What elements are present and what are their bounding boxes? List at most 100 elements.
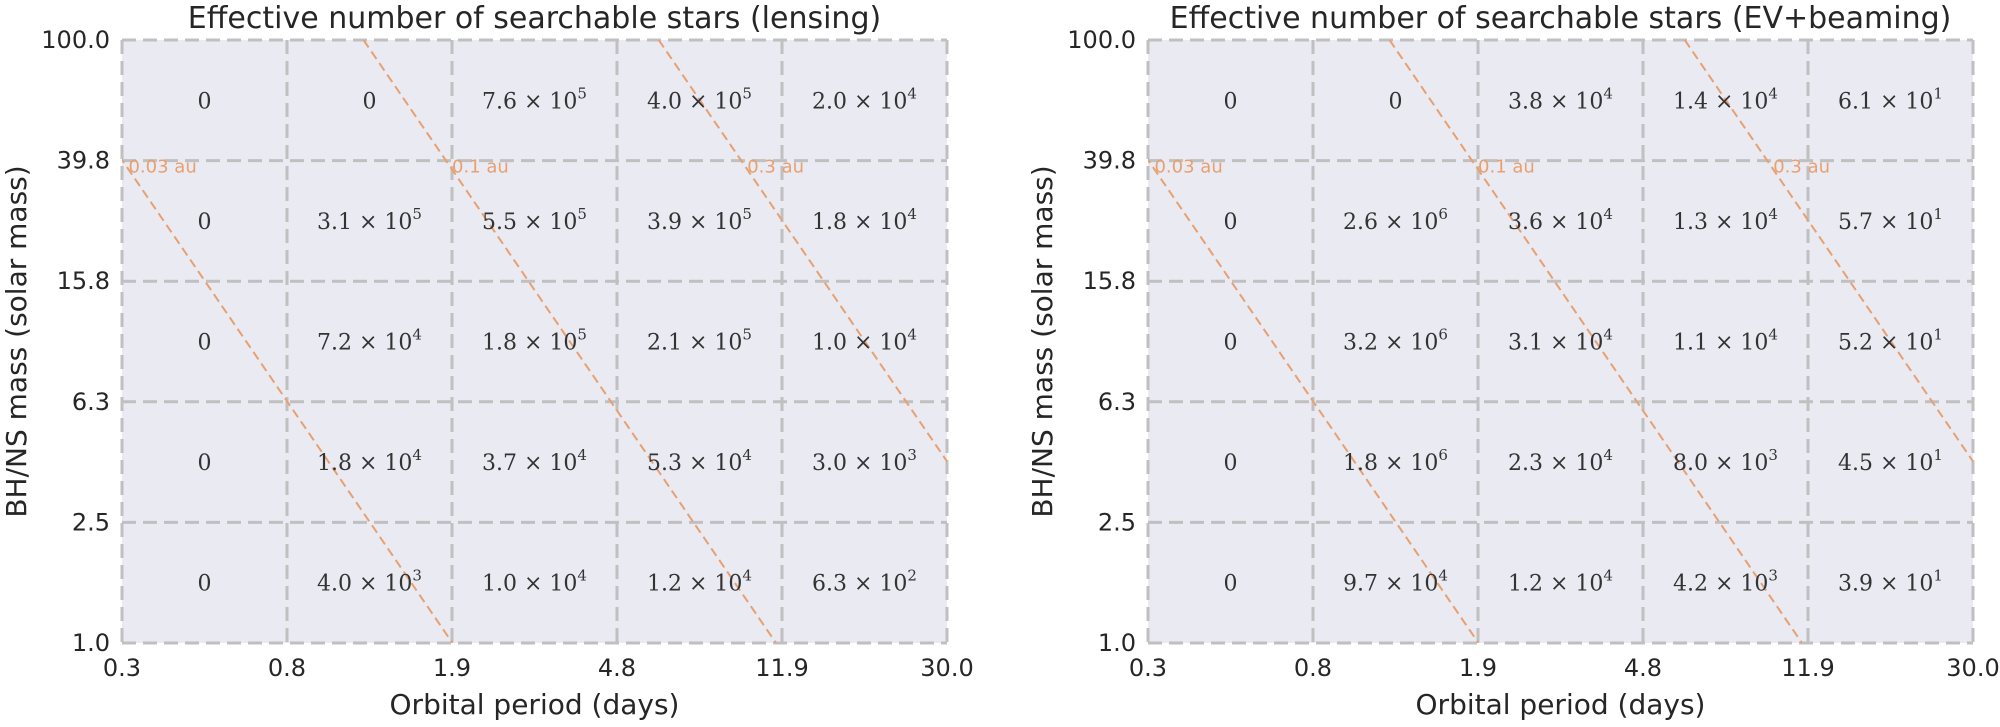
- chart-title: Effective number of searchable stars (le…: [188, 1, 881, 36]
- x-tick-label: 0.3: [1129, 654, 1167, 682]
- cell-value: 4.2 × 103: [1673, 567, 1778, 597]
- heatmap-panel-lensing: 0 0 7.6 × 105 4.0 × 105 2.0 × 104 0 3.1 × 105 5…: [0, 1, 974, 721]
- cell-value: 1.3 × 104: [1673, 205, 1778, 235]
- y-tick-label: 1.0: [1098, 629, 1136, 657]
- cell-value: 1.0 × 104: [812, 326, 917, 356]
- grid-lines: [1146, 38, 1975, 645]
- cell-value: 1.8 × 105: [482, 326, 587, 356]
- cell-value: 4.0 × 103: [317, 567, 422, 597]
- cell-value: 1.1 × 104: [1673, 326, 1778, 356]
- cell-value: 5.2 × 101: [1838, 326, 1943, 356]
- cell-value: 0: [198, 89, 212, 114]
- cell-value: 0: [1389, 89, 1403, 114]
- y-axis-label: BH/NS mass (solar mass): [0, 165, 33, 517]
- x-tick-label: 0.8: [1294, 654, 1332, 682]
- cell-value: 3.7 × 104: [482, 446, 587, 476]
- cell-value: 6.1 × 101: [1838, 84, 1943, 114]
- cell-value: 4.0 × 105: [647, 84, 752, 114]
- separation-lines: [1148, 40, 1973, 643]
- y-tick-label: 100.0: [1067, 26, 1136, 54]
- x-tick-label: 1.9: [433, 654, 471, 682]
- x-tick-label: 0.3: [103, 654, 141, 682]
- separation-label: 0.03 au: [128, 157, 196, 178]
- cell-values: 0 0 7.6 × 105 4.0 × 105 2.0 × 104 0 3.1 × 105 5…: [198, 84, 917, 596]
- y-tick-label: 1.0: [72, 629, 110, 657]
- cell-value: 0: [1224, 331, 1238, 356]
- cell-value: 3.2 × 106: [1343, 326, 1448, 356]
- x-tick-label: 0.8: [268, 654, 306, 682]
- cell-value: 8.0 × 103: [1673, 446, 1778, 476]
- x-tick-label: 4.8: [598, 654, 636, 682]
- y-tick-label: 6.3: [1098, 388, 1136, 416]
- cell-value: 3.9 × 101: [1838, 567, 1943, 597]
- cell-values: 0 0 3.8 × 104 1.4 × 104 6.1 × 101 0 2.6 × 106 3…: [1224, 84, 1943, 596]
- cell-value: 1.8 × 104: [317, 446, 422, 476]
- cell-value: 3.0 × 103: [812, 446, 917, 476]
- x-tick-label: 11.9: [1781, 654, 1834, 682]
- y-tick-label: 15.8: [57, 267, 110, 295]
- cell-value: 0: [198, 210, 212, 235]
- cell-value: 1.0 × 104: [482, 567, 587, 597]
- cell-value: 5.5 × 105: [482, 205, 587, 235]
- separation-line: [1388, 40, 1803, 643]
- cell-value: 2.1 × 105: [647, 326, 752, 356]
- cell-value: 5.7 × 101: [1838, 205, 1943, 235]
- cell-value: 0: [1224, 210, 1238, 235]
- cell-value: 3.9 × 105: [647, 205, 752, 235]
- heatmap-panel-ev-beaming: 0 0 3.8 × 104 1.4 × 104 6.1 × 101 0 2.6 × 106 3…: [1026, 1, 2000, 721]
- cell-value: 5.3 × 104: [647, 446, 752, 476]
- x-tick-labels: 0.3 0.8 1.9 4.8 11.9 30.0: [1129, 654, 2000, 682]
- x-axis-label: Orbital period (days): [390, 688, 680, 721]
- x-tick-labels: 0.3 0.8 1.9 4.8 11.9 30.0: [103, 654, 974, 682]
- cell-value: 1.8 × 106: [1343, 446, 1448, 476]
- separation-label: 0.1 au: [452, 157, 509, 178]
- plot-background: [122, 40, 947, 643]
- separation-line: [1683, 40, 1973, 464]
- y-tick-label: 2.5: [1098, 508, 1136, 536]
- cell-value: 3.8 × 104: [1508, 84, 1613, 114]
- cell-value: 7.6 × 105: [482, 84, 587, 114]
- y-tick-label: 2.5: [72, 508, 110, 536]
- y-tick-label: 100.0: [41, 26, 110, 54]
- cell-value: 3.1 × 105: [317, 205, 422, 235]
- cell-value: 1.8 × 104: [812, 205, 917, 235]
- cell-value: 3.6 × 104: [1508, 205, 1613, 235]
- cell-value: 6.3 × 102: [812, 567, 917, 597]
- cell-value: 1.2 × 104: [647, 567, 752, 597]
- y-tick-labels: 1.0 2.5 6.3 15.8 39.8 100.0: [41, 26, 110, 657]
- separation-label: 0.3 au: [747, 157, 804, 178]
- x-tick-label: 30.0: [1946, 654, 1999, 682]
- cell-value: 1.2 × 104: [1508, 567, 1613, 597]
- separation-lines: [122, 40, 947, 643]
- cell-value: 0: [198, 451, 212, 476]
- y-tick-label: 39.8: [57, 147, 110, 175]
- cell-value: 0: [1224, 451, 1238, 476]
- y-tick-labels: 1.0 2.5 6.3 15.8 39.8 100.0: [1067, 26, 1136, 657]
- separation-line: [1148, 158, 1480, 643]
- cell-value: 3.1 × 104: [1508, 326, 1613, 356]
- y-tick-label: 39.8: [1083, 147, 1136, 175]
- separation-line: [657, 40, 947, 464]
- cell-value: 2.6 × 106: [1343, 205, 1448, 235]
- cell-value: 9.7 × 104: [1343, 567, 1448, 597]
- y-axis-label: BH/NS mass (solar mass): [1026, 165, 1059, 517]
- cell-value: 2.0 × 104: [812, 84, 917, 114]
- x-tick-label: 11.9: [755, 654, 808, 682]
- cell-value: 0: [1224, 89, 1238, 114]
- separation-line: [362, 40, 777, 643]
- x-axis-label: Orbital period (days): [1416, 688, 1706, 721]
- cell-value: 0: [363, 89, 377, 114]
- cell-value: 2.3 × 104: [1508, 446, 1613, 476]
- x-tick-label: 4.8: [1624, 654, 1662, 682]
- cell-value: 0: [1224, 572, 1238, 597]
- cell-value: 7.2 × 104: [317, 326, 422, 356]
- cell-value: 4.5 × 101: [1838, 446, 1943, 476]
- cell-value: 1.4 × 104: [1673, 84, 1778, 114]
- x-tick-label: 30.0: [920, 654, 973, 682]
- y-tick-label: 6.3: [72, 388, 110, 416]
- x-tick-label: 1.9: [1459, 654, 1497, 682]
- separation-label: 0.3 au: [1773, 157, 1830, 178]
- cell-value: 0: [198, 572, 212, 597]
- y-tick-label: 15.8: [1083, 267, 1136, 295]
